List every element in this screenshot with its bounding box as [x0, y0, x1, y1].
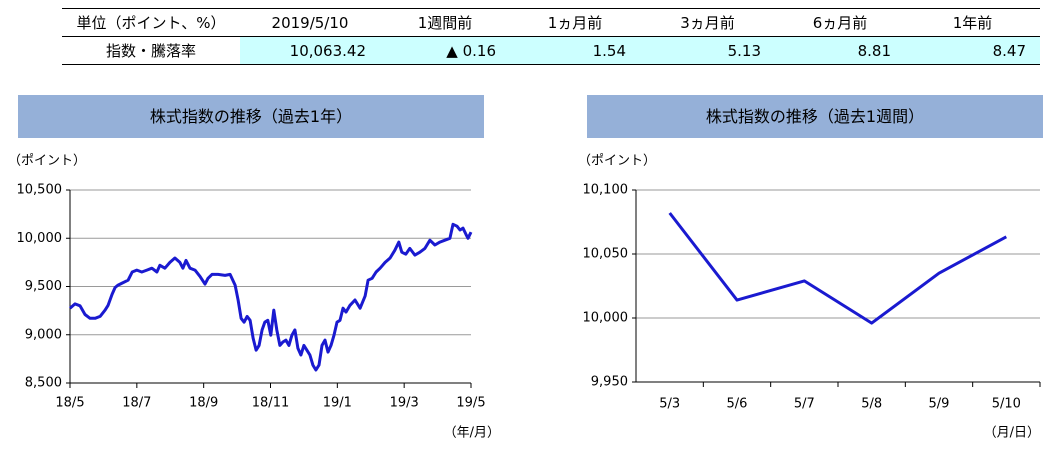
- data-cell: 8.47: [905, 36, 1040, 65]
- x-tick-label: 18/5: [55, 396, 84, 411]
- data-row: 指数・騰落率 10,063.42 ▲ 0.16 1.54 5.13 8.81 8…: [62, 36, 1040, 65]
- y-tick-label: 10,000: [583, 311, 629, 326]
- x-axis-label: （年/月）: [444, 426, 500, 441]
- title-box: [18, 95, 484, 138]
- header-cell: 2019/5/10: [240, 8, 380, 37]
- index-line: [668, 212, 1008, 325]
- y-tick-label: 10,500: [17, 183, 63, 198]
- x-tick-label: 18/11: [252, 396, 289, 411]
- y-tick-label: 9,000: [25, 327, 62, 342]
- y-tick-label: 9,500: [25, 279, 62, 294]
- y-tick-label: 9,950: [591, 375, 628, 390]
- x-tick-label: 5/7: [794, 397, 815, 412]
- title-box: [587, 95, 1043, 138]
- x-tick-label: 19/3: [390, 396, 419, 411]
- header-cell: 単位（ポイント、%）: [62, 8, 240, 37]
- data-cell: 8.81: [775, 36, 905, 65]
- y-unit: （ポイント）: [8, 154, 86, 169]
- header-cell: 6ヵ月前: [775, 8, 905, 37]
- y-tick-label: 10,000: [17, 231, 63, 246]
- x-tick-label: 5/3: [659, 397, 680, 412]
- x-tick-label: 18/9: [189, 396, 218, 411]
- chart-title: 株式指数の推移（過去1週間）: [706, 107, 924, 126]
- x-tick-label: 5/8: [861, 397, 882, 412]
- row-label: 指数・騰落率: [62, 36, 240, 65]
- x-axis-label: （月/日）: [984, 426, 1040, 441]
- index-line: [69, 222, 473, 372]
- data-cell: 5.13: [640, 36, 775, 65]
- y-tick-label: 10,100: [583, 183, 629, 198]
- chart-title: 株式指数の推移（過去1年）: [150, 107, 352, 126]
- x-tick-label: 5/9: [929, 397, 950, 412]
- y-tick-label: 8,500: [25, 376, 62, 391]
- x-tick-label: 18/7: [122, 396, 151, 411]
- data-cell: ▲ 0.16: [380, 36, 510, 65]
- y-tick-label: 10,050: [583, 247, 629, 262]
- x-tick-label: 19/5: [456, 396, 485, 411]
- x-tick-label: 5/6: [727, 397, 748, 412]
- y-unit: （ポイント）: [578, 154, 656, 169]
- summary-table: 単位（ポイント、%） 2019/5/10 1週間前 1ヵ月前 3ヵ月前 6ヵ月前…: [62, 8, 1040, 65]
- data-cell: 10,063.42: [240, 36, 380, 65]
- data-cell: 1.54: [510, 36, 640, 65]
- x-tick-label: 19/1: [323, 396, 352, 411]
- x-tick-label: 5/10: [992, 397, 1021, 412]
